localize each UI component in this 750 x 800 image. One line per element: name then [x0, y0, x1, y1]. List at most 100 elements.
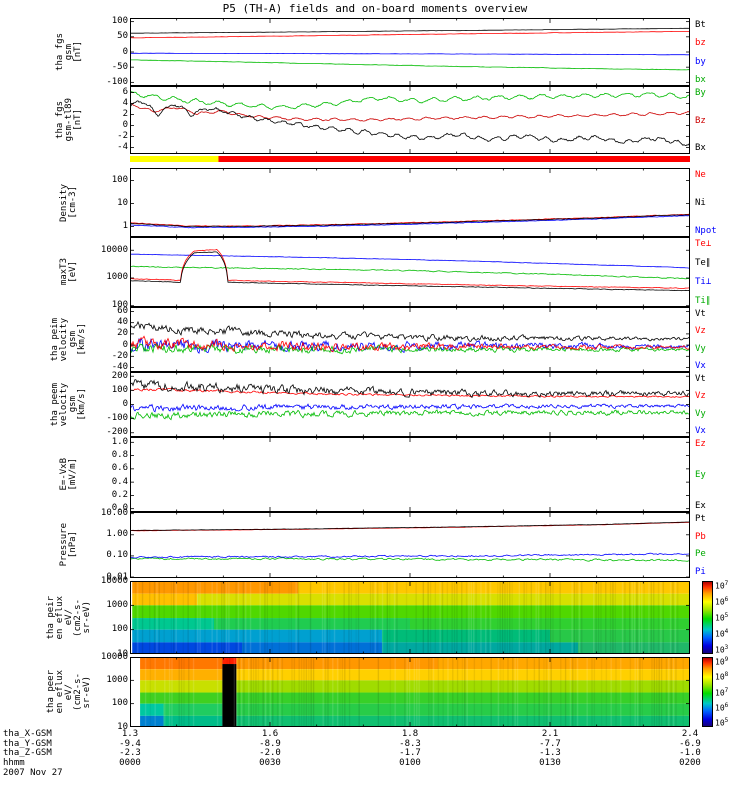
series-label: Ez	[695, 439, 706, 449]
y-tick-label: 10	[117, 721, 128, 732]
series-label: Ex	[695, 501, 706, 511]
y-tick-label: 0	[122, 119, 128, 130]
y-axis-title: tha fgs gsm-tl89 [nT]	[50, 86, 88, 154]
chart-title: P5 (TH-A) fields and on-board moments ov…	[222, 2, 528, 15]
y-tick-label: 60	[117, 305, 128, 316]
y-tick-label: -20	[111, 350, 128, 361]
series-label: Bz	[695, 115, 706, 126]
y-tick-label: 0.4	[111, 476, 128, 487]
panel-fgs-gsm	[130, 18, 690, 86]
y-axis-title-line: [mV/m]	[68, 458, 78, 491]
series-label: Ne	[695, 170, 706, 180]
y-tick-label: 100	[111, 624, 128, 635]
series-label: Pe	[695, 549, 706, 560]
y-tick-label: 0.6	[111, 463, 128, 474]
colorbar-tick-label: 109	[715, 656, 729, 667]
y-axis-title: E=-VxB [mV/m]	[50, 437, 88, 512]
panel-efield	[130, 437, 690, 512]
series-label: bz	[695, 38, 706, 49]
series-label: Ti⊥	[695, 277, 712, 287]
y-tick-label: 10000	[100, 575, 128, 586]
y-tick-label: 1.0	[111, 436, 128, 447]
axis-row-value: 1.3	[121, 729, 139, 739]
y-tick-label: 10.00	[100, 508, 128, 519]
colorbar-tick-label: 104	[715, 628, 729, 639]
series-label: Npot	[695, 226, 717, 236]
y-tick-label: 0.8	[111, 450, 128, 461]
colorbar-tick-label: 108	[715, 671, 729, 682]
colorbar-tick-label: 105	[715, 612, 729, 623]
y-tick-label: 6	[122, 87, 128, 98]
y-axis-title-line: [km/s]	[77, 323, 87, 356]
y-tick-label: 200	[111, 370, 128, 381]
y-axis-title-line: [eV]	[68, 261, 78, 283]
colorbar-tick-label: 107	[715, 686, 729, 698]
series-label: Pt	[695, 514, 706, 524]
panel-temperature	[130, 237, 690, 307]
series-label: Ey	[695, 470, 706, 480]
colorbar-tick-label: 106	[715, 701, 729, 713]
series-label: Bt	[695, 20, 706, 30]
y-tick-label: 1.00	[106, 529, 128, 540]
axis-row-value: -1.0	[679, 748, 701, 758]
y-tick-label: 2	[122, 109, 128, 120]
axis-row-label: tha_Z-GSM	[3, 748, 52, 758]
date-label: 2007 Nov 27	[3, 768, 63, 778]
axis-row-label: hhmm	[3, 757, 25, 768]
colorbar-tick-label: 103	[715, 644, 729, 655]
series-label: Bx	[695, 143, 706, 153]
y-tick-label: 0.10	[106, 550, 128, 561]
series-label: Ti∥	[695, 296, 711, 306]
axis-row-value: 0130	[539, 757, 561, 768]
series-label: Te⊥	[695, 239, 712, 249]
y-tick-label: 1000	[106, 272, 128, 283]
series-label: Vy	[695, 408, 706, 419]
panel-density	[130, 168, 690, 237]
panel-peem-velocity	[130, 372, 690, 437]
y-tick-label: 0	[122, 46, 128, 57]
series-label: Ni	[695, 198, 706, 208]
axis-row-value: 2.4	[681, 729, 699, 739]
y-tick-label: 100	[111, 384, 128, 395]
panel-fgs-tl89	[130, 86, 690, 154]
axis-row-value: -1.7	[399, 748, 421, 758]
panel-pressure	[130, 512, 690, 578]
y-tick-label: -100	[106, 413, 128, 424]
series-label: Vz	[695, 391, 706, 402]
colorbar-tick-label: 107	[715, 580, 729, 591]
y-tick-label: 10	[117, 648, 128, 659]
series-label: Pi	[695, 567, 706, 577]
y-axis-title: tha fgs gsm [nT]	[50, 18, 88, 86]
y-tick-label: 10000	[100, 651, 128, 662]
y-tick-label: 0.2	[111, 489, 128, 500]
axis-row-value: 2.1	[541, 729, 559, 739]
y-axis-title: maxT3 [eV]	[50, 237, 88, 307]
axis-row-value: 0000	[119, 757, 141, 768]
y-tick-label: 10	[117, 198, 128, 208]
colorbar-peir-spectrogram	[702, 581, 713, 654]
axis-row-value: 0030	[259, 757, 281, 768]
y-axis-title: tha peer en eflux eV/(cm2-s-sr-eV)	[46, 657, 92, 727]
panel-peer-spectrogram	[130, 657, 690, 727]
series-label: Vt	[695, 309, 706, 319]
y-tick-label: 100	[111, 698, 128, 709]
series-label: Te∥	[695, 258, 711, 268]
y-axis-title-line: [nT]	[72, 41, 83, 63]
series-label: Vx	[695, 361, 706, 371]
axis-row-value: -1.3	[539, 748, 561, 758]
y-tick-label: -100	[106, 76, 128, 87]
y-tick-label: -50	[111, 61, 128, 72]
colorbar-tick-label: 106	[715, 596, 729, 607]
y-axis-title: tha peem velocity gsm [km/s]	[50, 372, 88, 437]
y-axis-title: Pressure [nPa]	[50, 512, 88, 578]
y-tick-label: 10000	[100, 244, 128, 255]
colorbar-peer-spectrogram	[702, 657, 713, 727]
series-label: Vy	[695, 343, 706, 354]
colorbar-tick-label: 105	[715, 717, 729, 728]
y-tick-label: 100	[111, 300, 128, 311]
axis-row-value: 0100	[399, 757, 421, 768]
axis-row-value: 0200	[679, 757, 701, 768]
series-label: Pb	[695, 531, 706, 542]
y-tick-label: 40	[117, 317, 128, 328]
